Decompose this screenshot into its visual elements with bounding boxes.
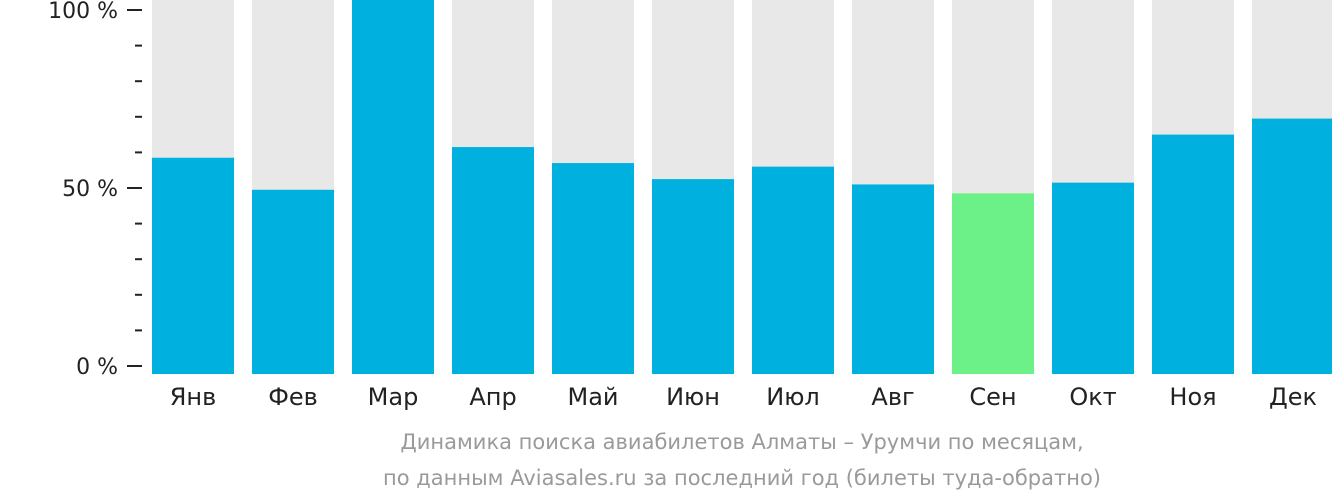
bar-7 [752,166,834,374]
bar-9 [952,193,1034,374]
bar-4 [452,147,534,374]
bar-2 [252,189,334,374]
x-tick-label-11: Ноя [1169,383,1216,411]
x-tick-label-1: Янв [170,383,217,411]
bar-6 [652,179,734,374]
bar-8 [852,184,934,374]
x-tick-label-9: Сен [969,383,1016,411]
x-tick-label-2: Фев [268,383,318,411]
y-axis: 0 % 50 % 100 % [48,0,142,380]
bar-10 [1052,182,1134,374]
x-tick-label-6: Июн [666,383,720,411]
x-tick-label-8: Авг [871,383,914,411]
x-tick-label-10: Окт [1069,383,1116,411]
x-tick-label-5: Май [567,383,618,411]
chart-caption-line-1: Динамика поиска авиабилетов Алматы – Уру… [400,430,1084,454]
bar-5 [552,163,634,374]
x-tick-label-7: Июл [766,383,820,411]
bar-12 [1252,118,1332,374]
x-tick-label-4: Апр [469,383,516,411]
bar-1 [152,157,234,374]
x-tick-label-12: Дек [1269,383,1317,411]
y-tick-label-3: 100 % [48,0,118,24]
data-bars [152,0,1332,374]
x-tick-label-3: Мар [368,383,419,411]
x-axis-labels: Янв Фев Мар Апр Май Июн Июл Авг Сен Окт Ноя Дек [170,383,1317,411]
bar-3 [352,0,434,374]
y-tick-label-1: 0 % [76,355,118,380]
y-tick-label-2: 50 % [62,177,118,202]
chart-caption-line-2: по данным Aviasales.ru за последний год … [383,466,1101,490]
bar-11 [1152,134,1234,374]
